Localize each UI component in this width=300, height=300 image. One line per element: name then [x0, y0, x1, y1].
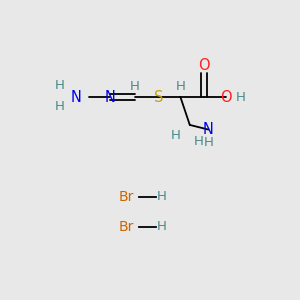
Text: S: S	[154, 90, 163, 105]
Text: H: H	[171, 129, 181, 142]
Text: H: H	[157, 220, 167, 233]
Text: N: N	[203, 122, 214, 137]
Text: Br: Br	[118, 190, 134, 203]
Text: O: O	[220, 90, 232, 105]
Text: H: H	[203, 136, 213, 149]
Text: O: O	[198, 58, 209, 73]
Text: H: H	[55, 100, 64, 113]
Text: H: H	[157, 190, 167, 203]
Text: N: N	[104, 90, 115, 105]
Text: Br: Br	[118, 220, 134, 234]
Text: H: H	[176, 80, 185, 93]
Text: H: H	[130, 80, 140, 93]
Text: N: N	[70, 90, 81, 105]
Text: H: H	[55, 79, 64, 92]
Text: H: H	[194, 135, 204, 148]
Text: H: H	[236, 91, 246, 104]
